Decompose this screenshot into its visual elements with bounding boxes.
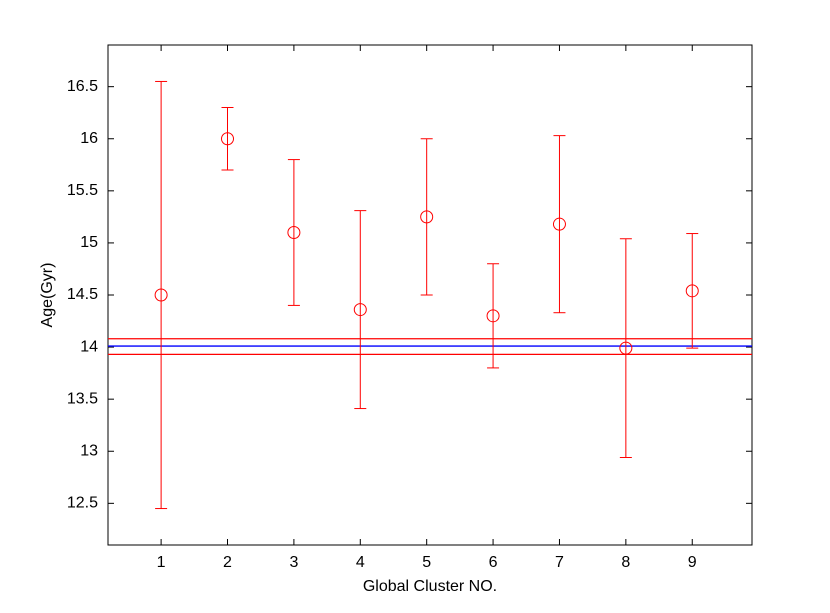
marker: [353, 303, 367, 317]
y-tick-label: 16: [80, 130, 98, 147]
y-tick-label: 16.5: [67, 78, 98, 95]
x-tick-label: 9: [688, 554, 697, 571]
x-tick-label: 7: [555, 554, 564, 571]
y-tick-label: 14.5: [67, 286, 98, 303]
y-axis-label: Age(Gyr): [39, 263, 56, 328]
x-tick-label: 6: [489, 554, 498, 571]
x-tick-label: 2: [223, 554, 232, 571]
x-tick-label: 1: [157, 554, 166, 571]
y-tick-label: 13: [80, 442, 98, 459]
y-tick-label: 13.5: [67, 390, 98, 407]
x-tick-label: 3: [289, 554, 298, 571]
x-tick-label: 5: [422, 554, 431, 571]
x-axis-label: Global Cluster NO.: [363, 578, 497, 595]
marker: [287, 226, 301, 239]
y-tick-label: 15: [80, 234, 98, 251]
marker: [685, 284, 699, 298]
marker: [552, 217, 566, 231]
x-tick-label: 8: [621, 554, 630, 571]
marker: [619, 341, 633, 355]
y-tick-label: 12.5: [67, 495, 98, 512]
marker: [486, 309, 500, 323]
y-tick-label: 14: [80, 338, 98, 355]
y-tick-label: 15.5: [67, 182, 98, 199]
marker: [420, 210, 434, 224]
marker: [154, 288, 168, 302]
x-tick-label: 4: [356, 554, 365, 571]
marker: [221, 132, 235, 146]
